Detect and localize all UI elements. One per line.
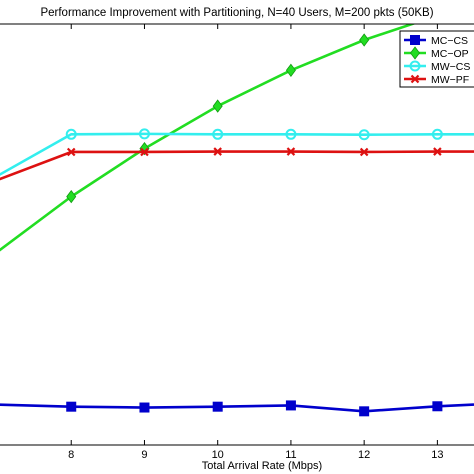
chart-title: Performance Improvement with Partitionin…: [40, 7, 433, 19]
series-x: [0, 147, 474, 181]
data-point: [66, 189, 77, 204]
legend-marker: [410, 46, 420, 60]
data-point: [432, 401, 443, 412]
series-line: [0, 24, 417, 252]
data-point: [285, 128, 297, 140]
legend-marker: [410, 35, 420, 45]
data-point: [431, 128, 443, 140]
legend-item: MC−CS: [404, 35, 468, 47]
series-line: [0, 150, 474, 181]
legend-item: MC−OP: [404, 46, 469, 60]
x-tick-label: 13: [431, 449, 443, 461]
data-point: [213, 147, 222, 156]
data-point: [359, 33, 370, 47]
data-point: [66, 401, 77, 412]
legend-item: MW−PF: [404, 74, 469, 86]
data-point: [359, 406, 370, 417]
legend-label: MC−OP: [431, 48, 469, 60]
data-point: [358, 129, 370, 141]
legend-label: MC−CS: [431, 35, 468, 47]
data-point: [138, 128, 150, 140]
series-diamond: [0, 10, 442, 252]
data-point: [212, 401, 223, 412]
plot-area: [0, 10, 474, 417]
series-line: [0, 403, 474, 413]
data-point: [359, 147, 369, 157]
x-axis-label: Total Arrival Rate (Mbps): [202, 460, 322, 472]
x-tick-label: 10: [212, 449, 224, 461]
data-point: [285, 63, 296, 77]
data-point: [66, 147, 76, 157]
legend-label: MW−PF: [431, 74, 469, 86]
data-point: [433, 147, 442, 156]
series-circle: [0, 128, 474, 176]
x-tick-label: 8: [68, 449, 74, 461]
data-point: [212, 128, 224, 140]
series-line: [0, 132, 474, 176]
legend-marker: [409, 60, 421, 72]
x-tick-label: 11: [285, 449, 296, 461]
x-tick-label: 9: [141, 449, 147, 461]
data-point: [139, 402, 150, 413]
legend-marker: [410, 74, 420, 84]
data-point: [286, 147, 296, 156]
data-point: [65, 128, 77, 140]
series-square: [0, 400, 474, 417]
data-point: [285, 400, 296, 411]
data-point: [212, 99, 223, 113]
x-tick-label: 12: [358, 449, 370, 461]
data-point: [140, 147, 149, 157]
x-axis-ticks: 8 9 10 11 12 13: [68, 24, 444, 461]
legend-item: MW−CS: [404, 60, 470, 73]
legend-label: MW−CS: [431, 61, 470, 73]
data-point: [433, 10, 442, 22]
